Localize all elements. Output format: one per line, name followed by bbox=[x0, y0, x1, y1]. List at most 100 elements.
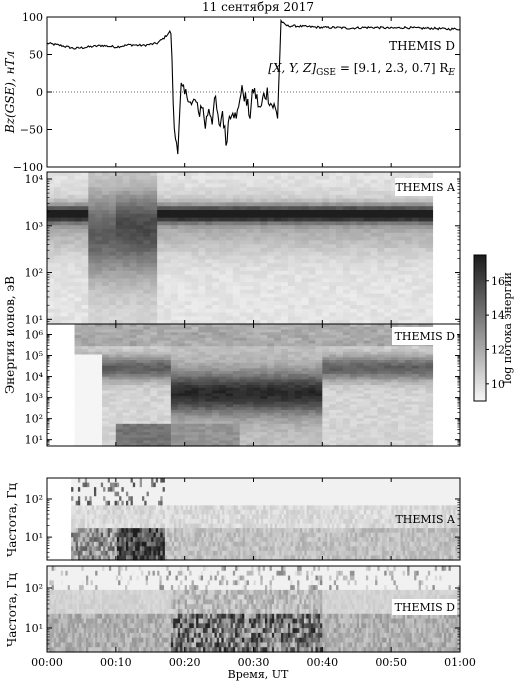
spectrogram-cell bbox=[67, 282, 76, 287]
spectrogram-cell bbox=[102, 202, 110, 207]
spectrogram-cell bbox=[143, 387, 151, 392]
spectrogram-cell bbox=[184, 305, 193, 310]
spectrogram-cell bbox=[170, 320, 179, 325]
spectrogram-cell bbox=[336, 365, 344, 369]
spectrogram-cell bbox=[157, 229, 165, 234]
spectrogram-cell bbox=[212, 179, 220, 184]
spectrogram-cell bbox=[205, 393, 213, 397]
spectrogram-cell bbox=[219, 343, 227, 347]
spectrogram-cell bbox=[108, 357, 117, 361]
spectrogram-cell bbox=[88, 259, 96, 264]
spectrogram-cell bbox=[315, 343, 323, 347]
spectrogram-cell bbox=[157, 346, 165, 350]
spectrogram-cell bbox=[336, 340, 344, 345]
spectrogram-cell bbox=[356, 415, 365, 419]
spectrogram-cell bbox=[129, 418, 138, 422]
spectrogram-cell bbox=[377, 297, 385, 302]
spectrogram-cell bbox=[74, 183, 83, 188]
spectrogram-cell bbox=[67, 210, 76, 215]
spectrogram-cell bbox=[77, 487, 81, 493]
spectrogram-cell bbox=[164, 398, 172, 403]
spectrogram-cell bbox=[198, 326, 206, 331]
spectrogram-cell bbox=[150, 382, 158, 386]
panel-c-spectrogram bbox=[74, 324, 434, 447]
spectrogram-cell bbox=[129, 396, 138, 400]
spectrogram-cell bbox=[53, 221, 62, 226]
spectrogram-cell bbox=[75, 546, 79, 552]
spectrogram-cell bbox=[281, 398, 289, 403]
spectrogram-cell bbox=[294, 206, 303, 211]
spectrogram-cell bbox=[294, 175, 303, 181]
spectrogram-cell bbox=[370, 365, 378, 369]
spectrogram-cell bbox=[108, 343, 117, 347]
spectrogram-cell bbox=[281, 183, 289, 188]
spectrogram-cell bbox=[411, 354, 420, 358]
spectrogram-cell bbox=[239, 412, 248, 417]
spectrogram-cell bbox=[184, 401, 193, 406]
spectrogram-cell bbox=[198, 404, 206, 408]
spectrogram-cell bbox=[88, 385, 96, 389]
spectrogram-cell bbox=[191, 415, 200, 419]
spectrogram-cell bbox=[81, 232, 89, 238]
spectrogram-cell bbox=[281, 175, 289, 181]
spectrogram-cell bbox=[308, 175, 317, 181]
spectrogram-cell bbox=[246, 407, 255, 411]
spectrogram-cell bbox=[157, 263, 165, 268]
spectrogram-cell bbox=[239, 308, 248, 314]
spectrogram-cell bbox=[170, 385, 179, 389]
spectrogram-cell bbox=[115, 390, 124, 394]
spectrogram-cell bbox=[212, 421, 220, 425]
spectrogram-cell bbox=[425, 320, 434, 325]
spectrogram-cell bbox=[274, 329, 282, 333]
spectrogram-cell bbox=[356, 440, 365, 444]
spectrogram-cell bbox=[67, 232, 76, 238]
spectrogram-cell bbox=[418, 346, 427, 350]
spectrogram-cell bbox=[274, 217, 282, 222]
spectrogram-cell bbox=[81, 360, 89, 364]
spectrogram-cell bbox=[82, 537, 86, 543]
spectrogram-cell bbox=[191, 232, 200, 238]
spectrogram-cell bbox=[363, 183, 372, 188]
y-tick-label: 10³ bbox=[25, 392, 43, 405]
spectrogram-cell bbox=[301, 376, 310, 381]
spectrogram-cell bbox=[329, 217, 337, 222]
spectrogram-cell bbox=[246, 390, 255, 394]
spectrogram-cell bbox=[103, 528, 107, 534]
spectrogram-cell bbox=[349, 376, 358, 381]
spectrogram-cell bbox=[60, 270, 69, 276]
spectrogram-cell bbox=[191, 179, 200, 184]
spectrogram-cell bbox=[281, 225, 289, 230]
spectrogram-cell bbox=[294, 398, 303, 403]
spectrogram-cell bbox=[184, 423, 193, 428]
spectrogram-cell bbox=[219, 198, 227, 203]
spectrogram-cell bbox=[370, 385, 378, 389]
spectrogram-cell bbox=[260, 251, 268, 257]
spectrogram-cell bbox=[96, 478, 100, 484]
spectrogram-cell bbox=[329, 354, 337, 358]
spectrogram-cell bbox=[342, 398, 351, 403]
spectrogram-cell bbox=[246, 225, 255, 230]
spectrogram-cell bbox=[294, 248, 303, 253]
spectrogram-cell bbox=[67, 255, 76, 260]
spectrogram-cell bbox=[274, 382, 282, 386]
spectrogram-cell bbox=[232, 187, 241, 192]
spectrogram-cell bbox=[136, 175, 144, 181]
spectrogram-cell bbox=[198, 221, 206, 226]
spectrogram-cell bbox=[267, 326, 275, 331]
spectrogram-cell bbox=[398, 421, 406, 425]
spectrogram-cell bbox=[301, 407, 310, 411]
spectrogram-cell bbox=[108, 332, 117, 336]
spectrogram-cell bbox=[336, 263, 344, 268]
spectrogram-cell bbox=[342, 255, 351, 260]
spectrogram-cell bbox=[253, 379, 261, 383]
spectrogram-cell bbox=[170, 270, 179, 276]
spectrogram-cell bbox=[129, 368, 138, 372]
spectrogram-cell bbox=[281, 305, 289, 310]
spectrogram-cell bbox=[67, 305, 76, 310]
spectrogram-cell bbox=[81, 398, 89, 403]
spectrogram-cell bbox=[205, 308, 213, 314]
spectrogram-cell bbox=[425, 301, 434, 306]
spectrogram-cell bbox=[184, 221, 193, 226]
spectrogram-cell bbox=[370, 354, 378, 358]
panel-b-annotation: THEMIS A bbox=[395, 181, 456, 194]
